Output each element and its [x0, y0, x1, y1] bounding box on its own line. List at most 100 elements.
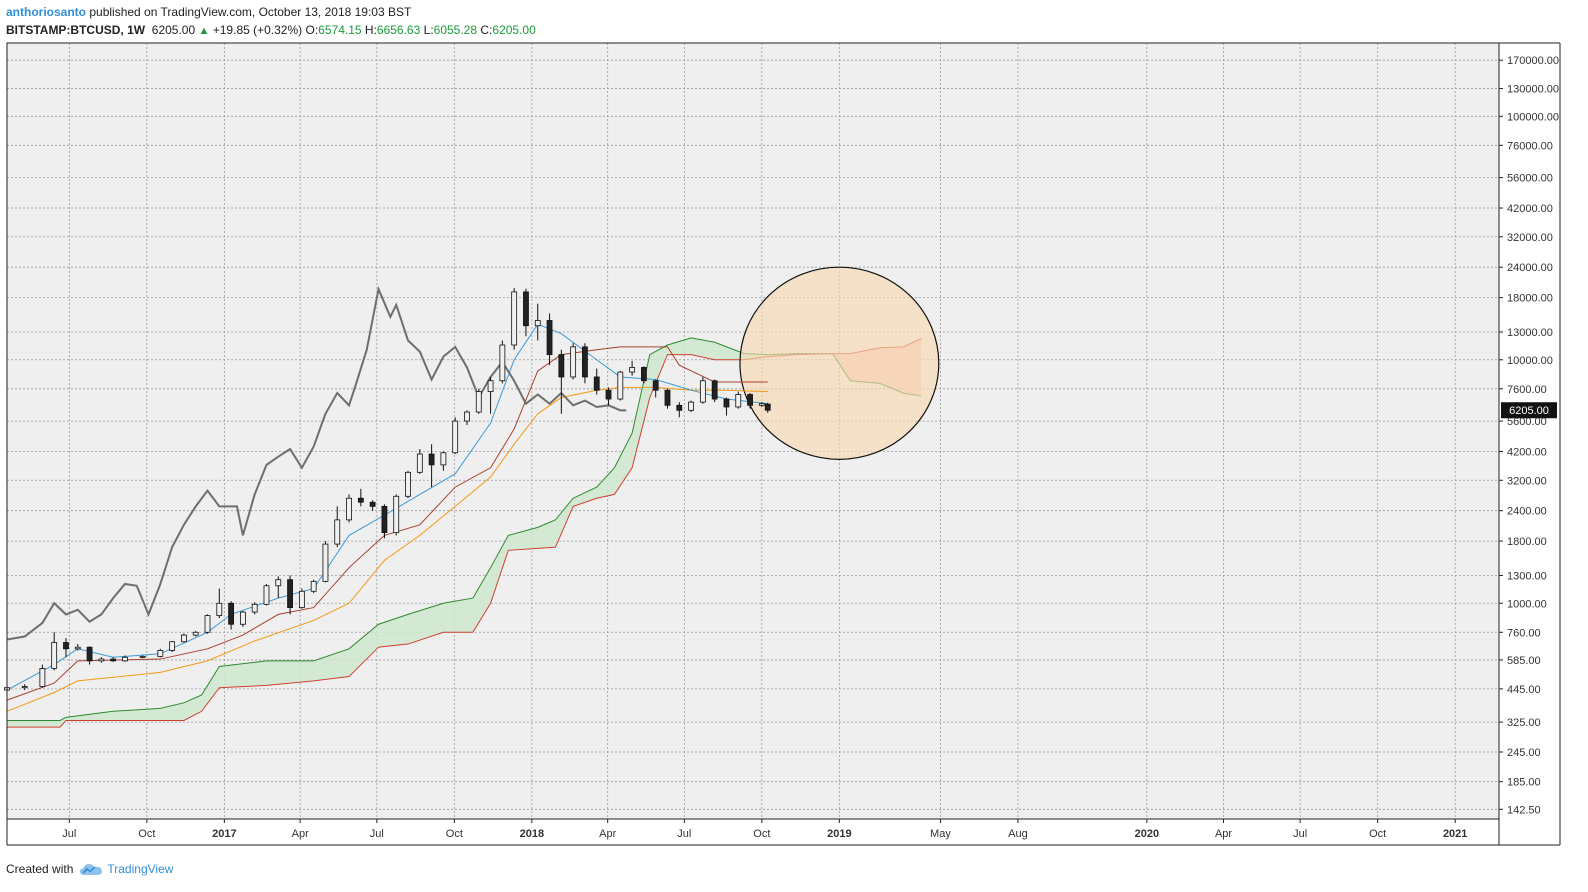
y-tick-label: 3200.00	[1507, 475, 1547, 487]
candle-body	[263, 585, 270, 605]
candle-body	[641, 367, 647, 382]
candle-body	[534, 320, 541, 327]
candle-body	[629, 367, 636, 373]
tenkan-sen-line	[6, 323, 768, 691]
kijun-sen-line	[6, 346, 768, 701]
x-tick-label: 2017	[212, 828, 236, 840]
footer: Created with TradingView	[6, 862, 173, 876]
y-tick-label: 585.00	[1507, 655, 1541, 667]
candle-body	[605, 389, 612, 400]
candle-body	[192, 631, 199, 636]
y-tick-label: 42000.00	[1507, 203, 1553, 215]
y-tick-label: 170000.00	[1507, 55, 1559, 67]
x-tick-label: Jul	[677, 828, 691, 840]
y-tick-label: 245.00	[1507, 747, 1541, 759]
candle-body	[747, 394, 753, 406]
y-tick-label: 325.00	[1507, 717, 1541, 729]
y-tick-label: 1800.00	[1507, 536, 1547, 548]
candle-body	[74, 646, 81, 650]
candle-body	[499, 344, 506, 382]
ohlc-legend: BITSTAMP:BTCUSD, 1W 6205.00 ▲ +19.85 (+0…	[6, 21, 536, 40]
y-tick-label: 130000.00	[1507, 84, 1559, 96]
published-text: published on TradingView.com, October 13…	[89, 5, 412, 19]
candle-body	[664, 389, 671, 406]
candle-body	[405, 471, 411, 497]
candle-body	[228, 602, 234, 625]
low-value: 6055.28	[433, 23, 478, 37]
x-tick-label: Oct	[753, 828, 770, 840]
y-tick-label: 760.00	[1507, 627, 1541, 639]
x-tick-label: 2018	[520, 828, 544, 840]
y-axis[interactable]: 170000.00 130000.00 100000.00 76000.00 56000…	[1499, 55, 1559, 816]
x-tick-label: Apr	[1215, 828, 1232, 840]
candles	[4, 288, 771, 693]
candle-body	[487, 380, 494, 393]
x-tick-label: Jul	[62, 828, 76, 840]
y-tick-label: 18000.00	[1507, 293, 1553, 305]
candle-body	[393, 495, 400, 534]
chikou-span-line	[6, 285, 627, 641]
up-arrow-icon: ▲	[198, 25, 210, 37]
plot-area[interactable]	[7, 43, 1499, 819]
x-tick-label: Oct	[138, 828, 155, 840]
candle-body	[652, 380, 659, 391]
author-link[interactable]: anthoriosanto	[6, 5, 86, 19]
candle-body	[181, 634, 187, 643]
candle-body	[688, 401, 694, 411]
candle-body	[310, 580, 317, 592]
x-tick-label: Jul	[1293, 828, 1307, 840]
candle-body	[440, 452, 447, 466]
x-tick-label: Oct	[446, 828, 463, 840]
y-tick-label: 4200.00	[1507, 447, 1547, 459]
candle-body	[334, 519, 341, 545]
x-axis[interactable]: Jul Oct 2017 Apr Jul Oct 2018 Apr Jul Oct 2019 May A…	[62, 819, 1467, 840]
candle-body	[239, 611, 246, 625]
candle-body	[139, 655, 146, 658]
x-tick-label: Jul	[370, 828, 384, 840]
low-label: L:	[423, 23, 434, 37]
last-price-tag-group: 6205.00	[1501, 402, 1557, 419]
candle-body	[157, 650, 164, 657]
candle-body	[381, 505, 388, 534]
x-tick-label: 2021	[1443, 828, 1467, 840]
x-tick-label: Apr	[292, 828, 309, 840]
highlight-ellipse-group	[739, 266, 940, 460]
axes	[6, 42, 1561, 846]
candle-body	[735, 394, 742, 408]
x-tick-label: Aug	[1008, 828, 1028, 840]
created-with-text: Created with	[6, 862, 74, 876]
last-price: 6205.00	[151, 23, 196, 37]
y-tick-label: 5600.00	[1507, 416, 1547, 428]
y-tick-label: 10000.00	[1507, 355, 1553, 367]
candle-body	[204, 615, 211, 633]
candle-body	[617, 371, 624, 400]
candle-body	[322, 543, 329, 582]
highlight-ellipse	[739, 266, 940, 460]
open-label: O:	[305, 23, 319, 37]
candle-body	[169, 641, 176, 651]
chart-header: anthoriosanto published on TradingView.c…	[6, 3, 536, 40]
candle-body	[416, 453, 423, 473]
last-price-tag-label: 6205.00	[1509, 405, 1549, 417]
candle-body	[511, 291, 518, 346]
candle-body	[558, 354, 565, 378]
candle-body	[110, 658, 117, 662]
candle-body	[428, 453, 435, 466]
tradingview-brand[interactable]: TradingView	[79, 862, 173, 876]
cloud-logo-icon	[80, 864, 103, 875]
candle-body	[523, 291, 529, 327]
candle-body	[723, 398, 730, 408]
brand-label: TradingView	[107, 862, 174, 876]
candle-body	[275, 579, 282, 587]
candle-body	[251, 603, 258, 613]
grid-lines	[7, 43, 1499, 819]
candle-body	[63, 642, 69, 650]
candle-body	[216, 602, 223, 616]
y-tick-label: 76000.00	[1507, 140, 1553, 152]
candle-body	[676, 404, 683, 411]
y-tick-label: 7600.00	[1507, 384, 1547, 396]
candle-body	[346, 497, 352, 521]
candle-body	[39, 668, 46, 687]
candle-body	[464, 411, 470, 422]
